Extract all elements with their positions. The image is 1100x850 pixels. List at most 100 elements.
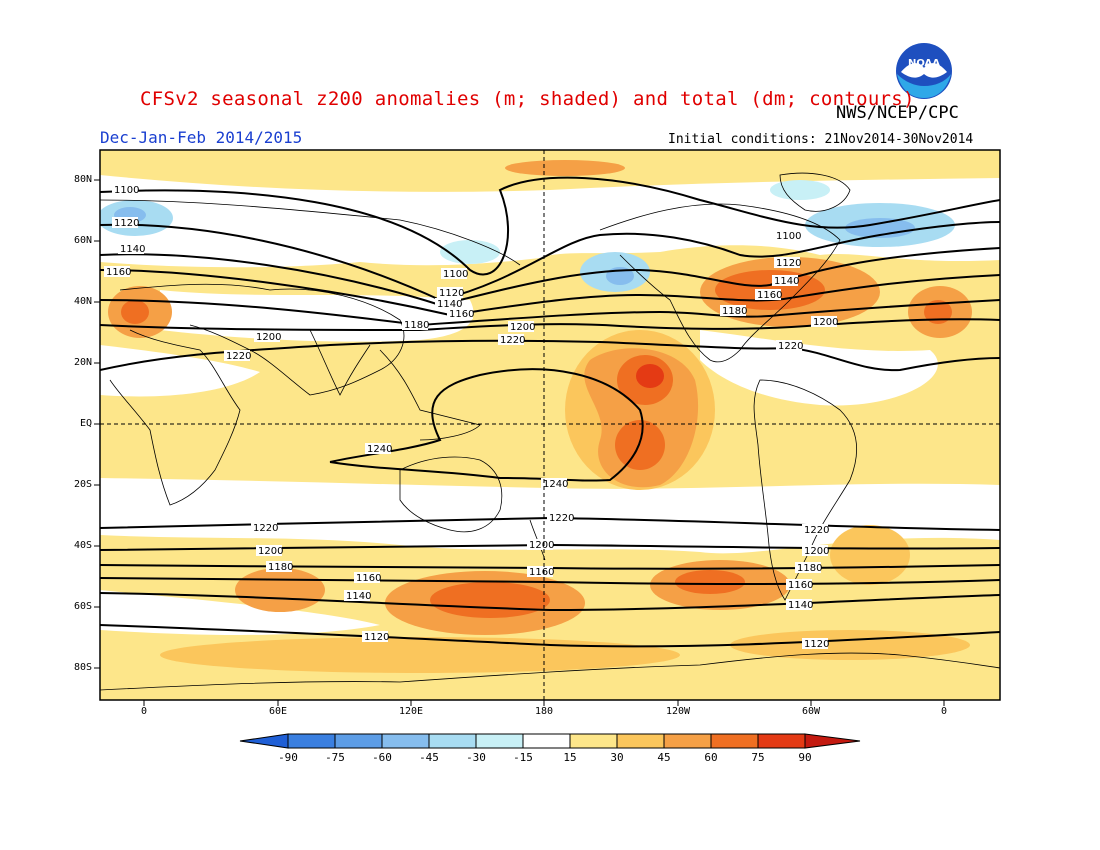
lat-tick-label: 80S xyxy=(73,662,92,673)
colorbar-swatch xyxy=(334,733,383,749)
coast-south-america xyxy=(753,379,857,601)
svg-text:1140: 1140 xyxy=(346,591,371,602)
svg-text:1100: 1100 xyxy=(776,231,801,242)
svg-text:1100: 1100 xyxy=(114,185,139,196)
contour-1100 xyxy=(100,176,1000,276)
coast-india xyxy=(309,329,371,396)
contour-label: 1120 xyxy=(802,638,829,650)
svg-text:1160: 1160 xyxy=(356,573,381,584)
lat-tick-label: 80N xyxy=(73,174,92,185)
contour-label: 1220 xyxy=(776,340,803,352)
pos-anomaly-pacific-max xyxy=(636,364,664,388)
lon-tick-label: 60E xyxy=(268,706,288,717)
contour-label: 1200 xyxy=(527,539,554,551)
logo-text: NOAA xyxy=(908,58,940,69)
colorbar-swatch xyxy=(475,733,524,749)
coast-seasia xyxy=(379,349,481,441)
neg-anomaly-arctic xyxy=(770,180,830,200)
colorbar-swatch xyxy=(757,733,806,749)
svg-text:1120: 1120 xyxy=(804,639,829,650)
pos-anomaly-pacific-core2 xyxy=(615,420,665,470)
svg-text:1120: 1120 xyxy=(114,218,139,229)
pos-anomaly-south3-core xyxy=(675,570,745,594)
lat-tick-label: 60N xyxy=(73,235,92,246)
contour-s1120 xyxy=(100,624,1000,648)
pos-anomaly-antarctic2 xyxy=(730,630,970,660)
svg-text:1120: 1120 xyxy=(776,258,801,269)
colorbar-swatch xyxy=(663,733,712,749)
svg-text:1220: 1220 xyxy=(226,351,251,362)
pos-anomaly-south1-core xyxy=(430,582,550,618)
contour-1160 xyxy=(100,269,1000,317)
contour-label: 1120 xyxy=(437,287,464,299)
colorbar-label: 75 xyxy=(751,751,765,764)
lon-tick-label: 120W xyxy=(665,706,691,717)
contour-label: 1220 xyxy=(498,334,525,346)
svg-text:1220: 1220 xyxy=(778,341,803,352)
contour-1240 xyxy=(329,368,644,482)
svg-text:1220: 1220 xyxy=(804,525,829,536)
contour-label: 1100 xyxy=(774,230,801,242)
contour-label: 1160 xyxy=(354,572,381,584)
svg-text:1160: 1160 xyxy=(529,567,554,578)
lat-tick-label: 40N xyxy=(73,296,92,307)
figure-title: CFSv2 seasonal z200 anomalies (m; shaded… xyxy=(140,88,915,110)
lon-tick-label: 60W xyxy=(801,706,821,717)
svg-text:1120: 1120 xyxy=(364,632,389,643)
contour-s1140 xyxy=(100,592,1000,612)
colorbar-arrow-right xyxy=(804,733,861,749)
svg-text:1140: 1140 xyxy=(774,276,799,287)
colorbar-swatch xyxy=(381,733,430,749)
svg-text:1200: 1200 xyxy=(813,317,838,328)
contour-label: 1160 xyxy=(527,566,554,578)
contour-label: 1200 xyxy=(256,545,283,557)
contour-label: 1160 xyxy=(786,579,813,591)
pos-anomaly-south2 xyxy=(235,568,325,612)
colorbar-swatch xyxy=(287,733,336,749)
contour-s1160 xyxy=(100,577,1000,586)
colorbar-label: -60 xyxy=(372,751,392,764)
white-band-south2 xyxy=(100,590,380,635)
coast-arctic xyxy=(100,199,521,266)
pos-anomaly-antarctic xyxy=(160,637,680,673)
initial-conditions: Initial conditions: 21Nov2014-30Nov2014 xyxy=(668,132,974,147)
contour-label: 1100 xyxy=(441,268,468,280)
contour-label: 1200 xyxy=(802,545,829,557)
svg-text:1180: 1180 xyxy=(797,563,822,574)
svg-text:1140: 1140 xyxy=(437,299,462,310)
contour-1220 xyxy=(100,339,1000,372)
contour-label: 1140 xyxy=(772,275,799,287)
svg-text:1240: 1240 xyxy=(367,444,392,455)
svg-text:1200: 1200 xyxy=(529,540,554,551)
white-band-subtropics xyxy=(100,345,260,397)
contour-1180 xyxy=(100,299,1000,327)
svg-text:1180: 1180 xyxy=(268,562,293,573)
lon-tick-label: 0 xyxy=(940,706,948,717)
white-band-asia xyxy=(160,290,474,342)
contour-label: 1240 xyxy=(365,443,392,455)
contour-label: 1180 xyxy=(720,305,747,317)
agency-label: NWS/NCEP/CPC xyxy=(836,103,959,123)
contour-label: 1220 xyxy=(547,512,574,524)
contour-1200 xyxy=(100,318,1000,332)
svg-text:1160: 1160 xyxy=(757,290,782,301)
contour-label: 1220 xyxy=(224,350,251,362)
svg-text:1100: 1100 xyxy=(443,269,468,280)
lat-tick-label: EQ xyxy=(79,418,92,429)
colorbar-swatch xyxy=(428,733,477,749)
colorbar-label: -30 xyxy=(466,751,486,764)
svg-text:1240: 1240 xyxy=(543,479,568,490)
lat-tick-label: 20N xyxy=(73,357,92,368)
contour-label: 1200 xyxy=(811,316,838,328)
contour-label: 1160 xyxy=(447,308,474,320)
pos-anomaly-south-atl xyxy=(830,525,910,585)
contour-label: 1140 xyxy=(118,243,145,255)
noaa-logo: NOAA xyxy=(896,43,952,99)
contour-label: 1180 xyxy=(795,562,822,574)
contour-labels: 1100 1120 1140 1160 1100 1120 1140 1160 … xyxy=(104,184,838,650)
forecast-period: Dec-Jan-Feb 2014/2015 xyxy=(100,128,303,147)
contour-label: 1160 xyxy=(104,266,131,278)
svg-text:1220: 1220 xyxy=(500,335,525,346)
coast-greenland xyxy=(779,172,851,212)
contour-label: 1120 xyxy=(112,217,139,229)
